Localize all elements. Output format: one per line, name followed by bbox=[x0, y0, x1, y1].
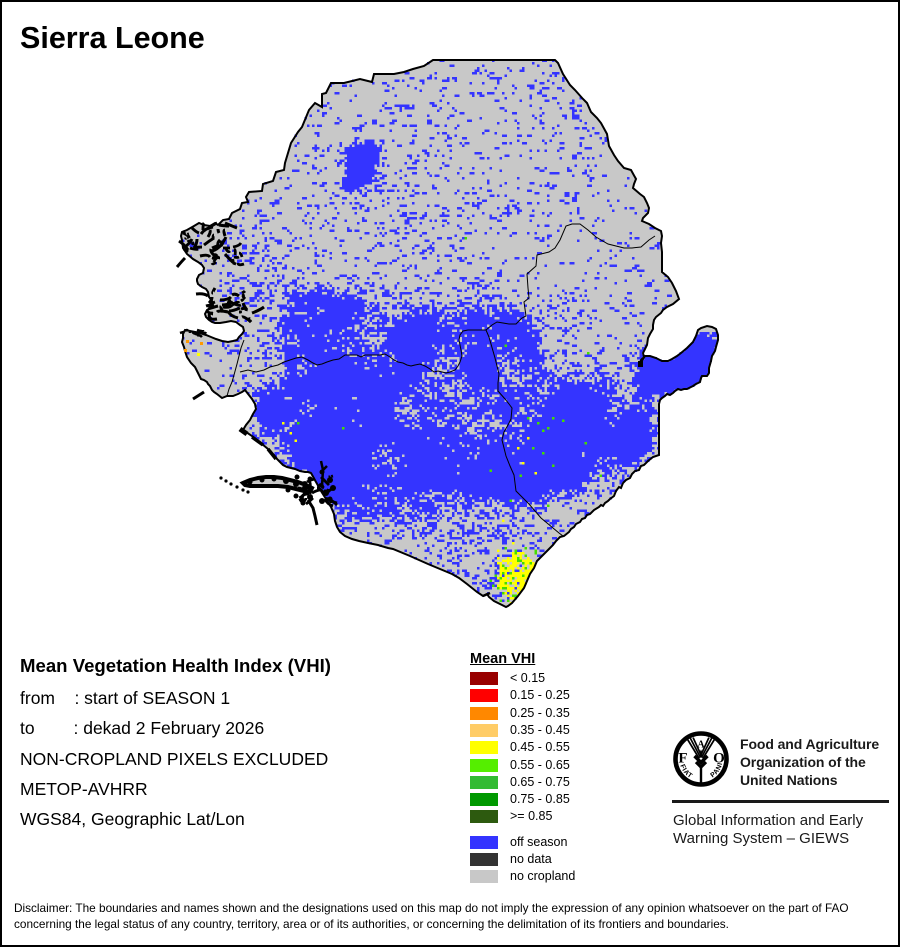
svg-text:O: O bbox=[713, 751, 725, 767]
svg-text:A: A bbox=[697, 740, 705, 751]
svg-text:F: F bbox=[678, 751, 687, 767]
